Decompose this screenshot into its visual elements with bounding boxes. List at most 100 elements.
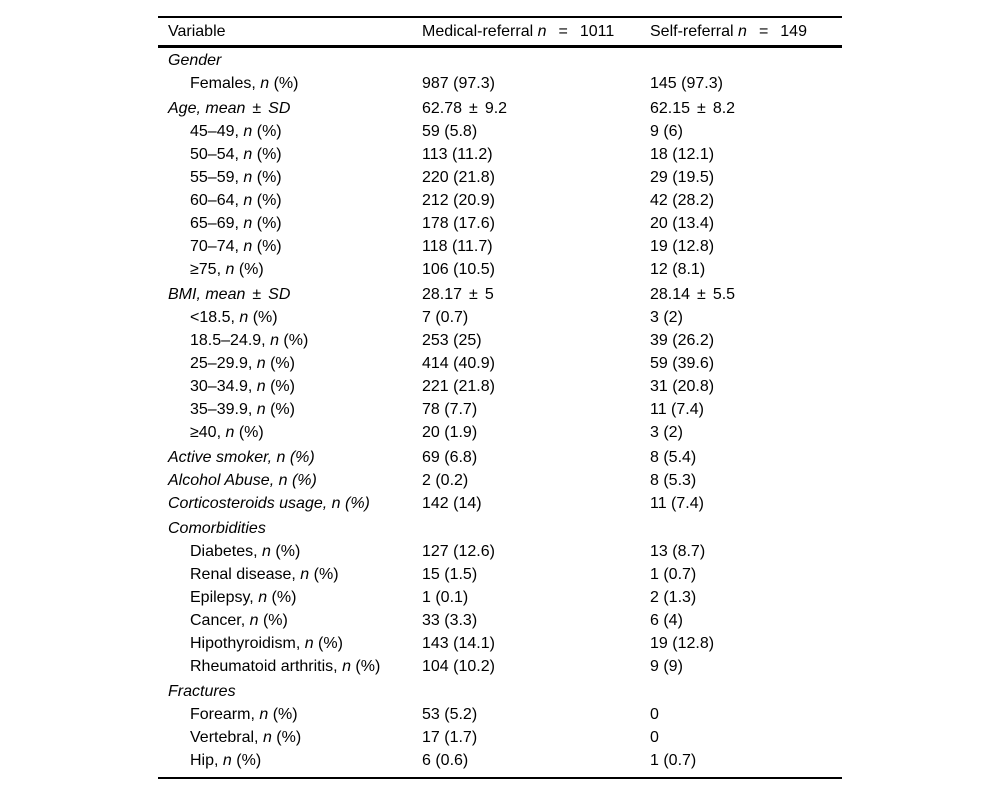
cell-self-referral: 20 (13.4) [650,215,715,232]
cell-self-referral: 28.14 ±5.5 [650,286,736,303]
cell-medical-referral: 28.17 ±5 [422,286,494,303]
cell-medical-referral: 414 (40.9) [422,355,495,372]
cell-self-referral: 8 (5.3) [650,472,697,489]
cell-medical-referral [422,49,650,72]
table-row: 50–54, n (%) 113 (11.2) 18 (12.1) [158,143,842,166]
cell-medical-referral: 104 (10.2) [422,658,495,675]
table-row: Active smoker, n (%) 69 (6.8) 8 (5.4) [158,446,842,469]
row-label: Corticosteroids usage, n (%) [168,495,370,512]
table-row: Renal disease, n (%) 15 (1.5) 1 (0.7) [158,563,842,586]
row-label: Forearm, n (%) [190,706,298,723]
table-header-row: Variable Medical-referral n = 1011 Self-re… [158,16,842,48]
cell-medical-referral: 1 (0.1) [422,589,469,606]
table-row: Forearm, n (%) 53 (5.2) 0 [158,703,842,726]
cell-self-referral: 11 (7.4) [650,495,704,512]
row-label: BMI, mean ± SD [168,286,291,303]
cell-medical-referral: 78 (7.7) [422,401,478,418]
cell-medical-referral: 113 (11.2) [422,146,493,163]
cell-self-referral: 31 (20.8) [650,378,715,395]
row-label: Hipothyroidism, n (%) [190,635,343,652]
cell-medical-referral: 69 (6.8) [422,449,478,466]
row-label: Renal disease, n (%) [190,566,339,583]
cell-medical-referral: 118 (11.7) [422,238,493,255]
cell-self-referral: 19 (12.8) [650,635,715,652]
cell-self-referral: 29 (19.5) [650,169,715,186]
referral-characteristics-table: Variable Medical-referral n = 1011 Self-re… [158,16,842,779]
table-body: Gender Females, n (%) 987 (97.3) 145 (97… [158,48,842,779]
cell-medical-referral: 253 (25) [422,332,482,349]
cell-medical-referral [422,680,650,703]
row-label: Fractures [168,683,236,700]
table-row: 70–74, n (%) 118 (11.7) 19 (12.8) [158,235,842,258]
row-label: 50–54, n (%) [190,146,282,163]
cell-self-referral: 19 (12.8) [650,238,715,255]
row-label: Females, n (%) [190,75,299,92]
column-header-self-referral: Self-referral n = 149 [650,23,807,40]
row-label: 65–69, n (%) [190,215,282,232]
row-label: ≥75, n (%) [190,261,264,278]
cell-self-referral [650,680,842,703]
table-row: 60–64, n (%) 212 (20.9) 42 (28.2) [158,189,842,212]
cell-medical-referral: 178 (17.6) [422,215,495,232]
table-row: 55–59, n (%) 220 (21.8) 29 (19.5) [158,166,842,189]
row-label: Epilepsy, n (%) [190,589,297,606]
cell-medical-referral: 33 (3.3) [422,612,478,629]
cell-medical-referral: 143 (14.1) [422,635,495,652]
row-label: <18.5, n (%) [190,309,278,326]
row-label: Age, mean ± SD [168,100,291,117]
table-row: Gender [158,49,842,72]
table-row: Rheumatoid arthritis, n (%) 104 (10.2) 9… [158,655,842,678]
table-row: Comorbidities [158,517,842,540]
cell-self-referral: 8 (5.4) [650,449,697,466]
table-row: Corticosteroids usage, n (%) 142 (14) 11… [158,492,842,515]
cell-self-referral: 9 (9) [650,658,683,675]
table-row: Fractures [158,680,842,703]
cell-self-referral: 1 (0.7) [650,752,697,769]
cell-self-referral: 59 (39.6) [650,355,715,372]
cell-medical-referral [422,517,650,540]
cell-self-referral: 145 (97.3) [650,75,723,92]
table-row: Diabetes, n (%) 127 (12.6) 13 (8.7) [158,540,842,563]
cell-medical-referral: 987 (97.3) [422,75,495,92]
cell-medical-referral: 212 (20.9) [422,192,495,209]
table-row: <18.5, n (%) 7 (0.7) 3 (2) [158,306,842,329]
table-row: 35–39.9, n (%) 78 (7.7) 11 (7.4) [158,398,842,421]
column-header-medical-referral: Medical-referral n = 1011 [422,23,615,40]
row-label: 25–29.9, n (%) [190,355,295,372]
cell-self-referral: 0 [650,706,659,723]
cell-self-referral: 9 (6) [650,123,683,140]
row-label: 30–34.9, n (%) [190,378,295,395]
row-label: 70–74, n (%) [190,238,282,255]
cell-medical-referral: 142 (14) [422,495,482,512]
row-label: 35–39.9, n (%) [190,401,295,418]
row-label: 18.5–24.9, n (%) [190,332,309,349]
table-row: Vertebral, n (%) 17 (1.7) 0 [158,726,842,749]
table-row: Alcohol Abuse, n (%) 2 (0.2) 8 (5.3) [158,469,842,492]
cell-self-referral: 0 [650,729,659,746]
table-row: Epilepsy, n (%) 1 (0.1) 2 (1.3) [158,586,842,609]
table-row: ≥75, n (%) 106 (10.5) 12 (8.1) [158,258,842,281]
cell-medical-referral: 17 (1.7) [422,729,478,746]
row-label: Comorbidities [168,520,266,537]
cell-medical-referral: 20 (1.9) [422,424,478,441]
cell-medical-referral: 7 (0.7) [422,309,469,326]
cell-self-referral: 11 (7.4) [650,401,704,418]
table-row: Cancer, n (%) 33 (3.3) 6 (4) [158,609,842,632]
row-label: 45–49, n (%) [190,123,282,140]
row-label: Vertebral, n (%) [190,729,302,746]
row-label: Diabetes, n (%) [190,543,301,560]
row-label: Active smoker, n (%) [168,449,315,466]
cell-self-referral: 18 (12.1) [650,146,715,163]
row-label: 60–64, n (%) [190,192,282,209]
cell-self-referral: 42 (28.2) [650,192,715,209]
cell-self-referral [650,517,842,540]
cell-self-referral: 3 (2) [650,424,683,441]
cell-self-referral: 1 (0.7) [650,566,697,583]
cell-medical-referral: 6 (0.6) [422,752,469,769]
cell-self-referral: 39 (26.2) [650,332,715,349]
column-header-variable: Variable [168,23,226,40]
table-row: ≥40, n (%) 20 (1.9) 3 (2) [158,421,842,444]
table-row: BMI, mean ± SD 28.17 ±5 28.14 ±5.5 [158,283,842,306]
table-row: 30–34.9, n (%) 221 (21.8) 31 (20.8) [158,375,842,398]
